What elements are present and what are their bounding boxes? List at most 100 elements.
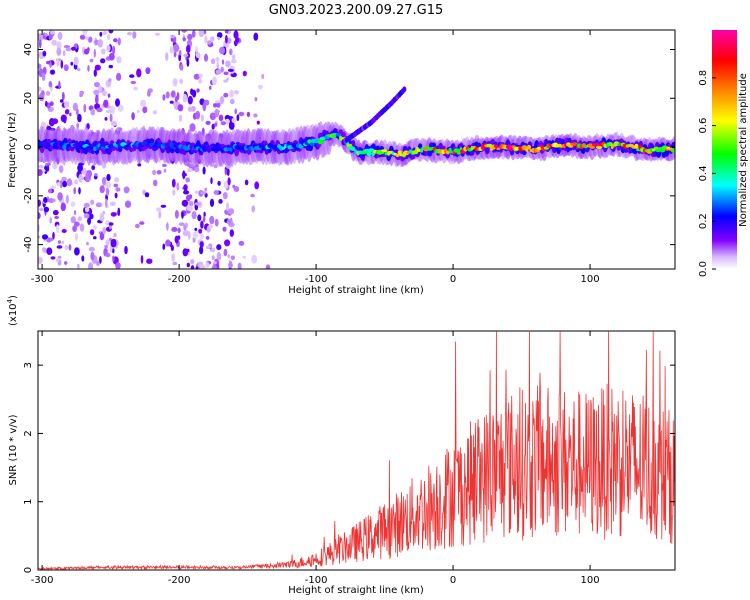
spectrogram-x-ticks: -300 -200 -100 0 100 xyxy=(31,30,600,285)
noise-blob xyxy=(116,56,122,64)
y-tick-label: 2 xyxy=(23,430,34,436)
noise-blob xyxy=(196,88,200,93)
noise-blob xyxy=(181,172,187,177)
noise-blob xyxy=(166,222,169,231)
noise-blob xyxy=(232,54,236,60)
noise-blob xyxy=(113,38,118,43)
noise-blob xyxy=(246,111,251,118)
noise-blob xyxy=(49,81,53,88)
noise-blob xyxy=(92,225,97,231)
noise-blob xyxy=(89,213,94,220)
colorbar-label: Normalized spectral amplitude xyxy=(738,73,749,227)
noise-blob xyxy=(38,256,43,265)
noise-blob xyxy=(195,45,198,53)
noise-blob xyxy=(55,224,60,234)
noise-blob xyxy=(47,188,53,194)
noise-blob xyxy=(56,41,62,50)
snr-marks xyxy=(38,331,675,570)
noise-blob xyxy=(198,228,203,234)
noise-blob xyxy=(74,179,79,185)
noise-blob xyxy=(59,99,64,103)
noise-blob xyxy=(238,240,245,246)
noise-blob xyxy=(251,254,258,264)
noise-blob xyxy=(71,46,76,51)
noise-blob xyxy=(185,222,188,229)
noise-blob xyxy=(38,63,42,69)
noise-blob xyxy=(155,32,160,36)
colorbar-tick-label: 0.0 xyxy=(698,261,709,277)
noise-blob xyxy=(187,168,193,173)
noise-blob xyxy=(171,253,175,262)
noise-blob xyxy=(186,262,190,268)
noise-blob xyxy=(90,251,95,261)
noise-blob xyxy=(38,235,41,239)
noise-blob xyxy=(193,166,200,173)
noise-blob xyxy=(181,30,188,33)
noise-blob xyxy=(217,36,221,41)
noise-blob xyxy=(205,245,211,250)
y-tick-label: 3 xyxy=(23,362,34,368)
noise-blob xyxy=(238,111,245,117)
noise-blob xyxy=(209,85,212,90)
noise-blob xyxy=(48,198,54,204)
noise-blob xyxy=(95,202,103,208)
noise-blob xyxy=(38,212,41,220)
noise-blob xyxy=(212,76,217,86)
ridge-core xyxy=(62,144,67,150)
noise-blob xyxy=(230,59,237,64)
noise-blob xyxy=(213,103,217,108)
noise-blob xyxy=(110,120,117,127)
noise-blob xyxy=(187,106,193,112)
noise-blob xyxy=(212,247,216,253)
noise-blob xyxy=(181,211,184,219)
noise-blob xyxy=(171,227,178,232)
colorbar: 0.0 0.2 0.4 0.6 0.8 Normalized spectral ampl… xyxy=(698,30,749,277)
noise-blob xyxy=(89,229,95,236)
noise-blob xyxy=(44,100,48,107)
noise-blob xyxy=(105,252,111,258)
y-tick-label: 0 xyxy=(23,144,34,150)
noise-blob xyxy=(63,45,71,49)
noise-blob xyxy=(162,243,166,250)
ridge-core xyxy=(89,143,93,148)
noise-blob xyxy=(158,210,162,219)
ridge-core xyxy=(229,147,233,152)
noise-blob xyxy=(79,34,86,40)
noise-blob xyxy=(170,34,175,39)
noise-blob xyxy=(88,36,93,43)
noise-blob xyxy=(56,47,62,56)
noise-blob xyxy=(176,92,180,101)
ridge-core xyxy=(456,150,461,155)
noise-blob xyxy=(86,241,89,246)
noise-blob xyxy=(130,80,137,85)
ridge-core xyxy=(238,147,246,151)
noise-blob xyxy=(110,212,117,217)
noise-blob xyxy=(221,59,225,65)
noise-blob xyxy=(51,39,57,46)
noise-blob xyxy=(109,113,113,122)
noise-blob xyxy=(66,178,73,187)
noise-blob xyxy=(172,77,178,87)
noise-blob xyxy=(183,190,190,195)
x-tick-label: 100 xyxy=(581,575,600,586)
noise-blob xyxy=(74,232,78,241)
y-tick-label: 1 xyxy=(23,499,34,505)
noise-blob xyxy=(60,114,67,123)
noise-blob xyxy=(43,206,50,213)
snr-frame xyxy=(37,330,676,571)
ridge-core xyxy=(593,143,601,147)
noise-blob xyxy=(202,216,206,223)
noise-blob xyxy=(205,236,210,240)
noise-blob xyxy=(83,103,87,113)
noise-blob xyxy=(116,72,122,81)
ridge-core xyxy=(366,151,372,157)
noise-blob xyxy=(170,245,174,251)
noise-blob xyxy=(195,52,201,59)
noise-blob xyxy=(137,163,142,167)
noise-blob xyxy=(253,32,259,41)
noise-blob xyxy=(108,30,114,34)
noise-blob xyxy=(200,220,204,229)
noise-blob xyxy=(54,216,59,219)
noise-blob xyxy=(93,48,97,58)
noise-blob xyxy=(49,101,54,107)
